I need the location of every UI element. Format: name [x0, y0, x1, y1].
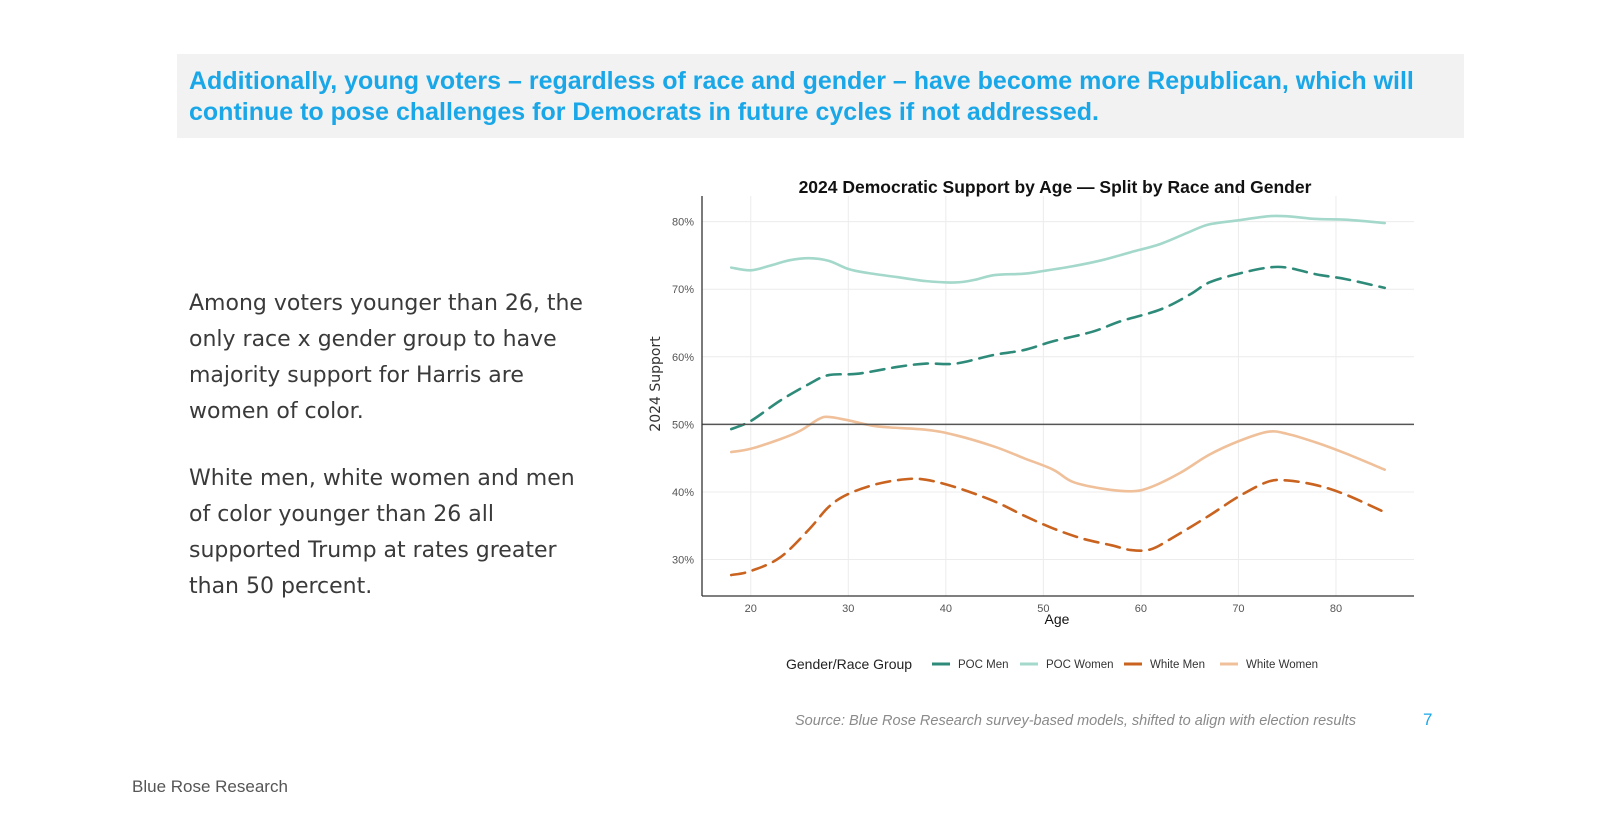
x-tick-label: 70 [1232, 603, 1244, 615]
y-axis-label: 2024 Support [648, 336, 664, 432]
page-number: 7 [1423, 710, 1433, 729]
chart-title: 2024 Democratic Support by Age — Split b… [799, 177, 1312, 197]
series-line-poc-men [729, 265, 1387, 431]
y-tick-label: 50% [672, 419, 694, 431]
footer-brand: Blue Rose Research [132, 777, 288, 796]
legend-title: Gender/Race Group [786, 656, 912, 672]
source-note: Source: Blue Rose Research survey-based … [795, 713, 1356, 729]
series-line-white-men [729, 477, 1387, 577]
headline-banner: Additionally, young voters – regardless … [177, 54, 1464, 138]
body-paragraph-1: Among voters younger than 26, the only r… [189, 291, 583, 424]
x-tick-label: 60 [1135, 603, 1147, 615]
series-line-poc-women [729, 214, 1387, 284]
x-tick-label: 20 [745, 603, 757, 615]
y-tick-label: 30% [672, 555, 694, 567]
legend-label: POC Men [958, 659, 1009, 671]
body-paragraph-2: White men, white women and men of color … [189, 466, 575, 599]
x-axis-label: Age [1045, 611, 1070, 627]
y-tick-label: 80% [672, 217, 694, 229]
x-tick-label: 30 [842, 603, 854, 615]
y-tick-label: 70% [672, 284, 694, 296]
x-tick-label: 80 [1330, 603, 1342, 615]
legend-label: POC Women [1046, 659, 1114, 671]
x-tick-label: 40 [940, 603, 952, 615]
y-tick-label: 60% [672, 352, 694, 364]
legend-label: White Women [1246, 659, 1318, 671]
y-tick-label: 40% [672, 487, 694, 499]
x-tick-label: 50 [1037, 603, 1049, 615]
series-line-white-women [729, 415, 1387, 493]
legend-label: White Men [1150, 659, 1205, 671]
headline-text: Additionally, young voters – regardless … [189, 67, 1414, 126]
